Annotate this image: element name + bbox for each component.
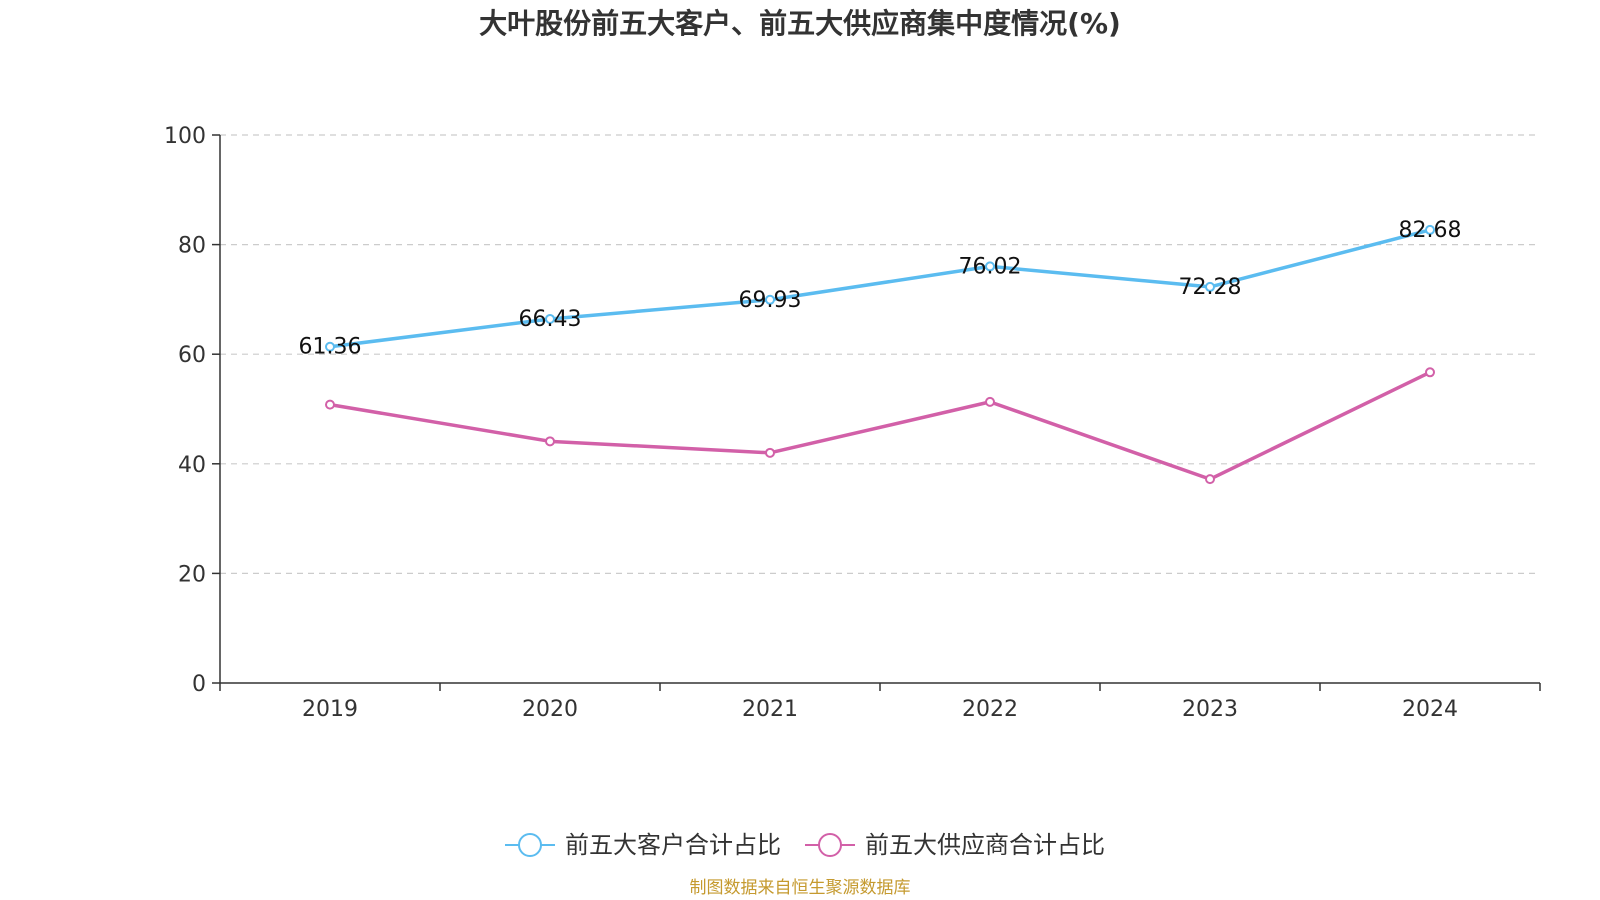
source-note: 制图数据来自恒生聚源数据库: [690, 878, 911, 898]
x-tick-label: 2022: [962, 697, 1018, 722]
series-line-2: [329, 370, 1431, 481]
data-point[interactable]: [1425, 367, 1435, 378]
legend-marker-icon: [818, 833, 842, 857]
data-point[interactable]: [765, 294, 775, 305]
legend-label: 前五大供应商合计占比: [865, 831, 1105, 859]
data-point[interactable]: [1205, 281, 1215, 292]
legend[interactable]: 前五大客户合计占比 前五大供应商合计占比: [505, 831, 1105, 859]
data-label: 72.28: [1179, 275, 1242, 300]
data-labels: 61.36 66.43 69.93 76.02 72.28 82.68: [299, 218, 1462, 360]
data-point[interactable]: [1425, 224, 1435, 235]
data-label: 69.93: [739, 288, 802, 313]
data-point[interactable]: [545, 436, 555, 447]
legend-item-2[interactable]: 前五大供应商合计占比: [805, 831, 1105, 859]
chart-title: 大叶股份前五大客户、前五大供应商集中度情况(%): [479, 7, 1121, 40]
series-lines: [325, 224, 1435, 485]
y-tick-label: 0: [192, 672, 206, 697]
axes: 0 20 40 60 80 100 2019 2020 2021 2022 2023 2024: [164, 124, 1541, 722]
x-tick-label: 2020: [522, 697, 578, 722]
x-tick-label: 2023: [1182, 697, 1238, 722]
series-line-1: [329, 228, 1431, 349]
data-point[interactable]: [545, 313, 555, 324]
data-label: 82.68: [1399, 218, 1462, 243]
legend-item-1[interactable]: 前五大客户合计占比: [505, 831, 781, 859]
data-point[interactable]: [765, 447, 775, 458]
data-label: 76.02: [959, 254, 1022, 279]
y-tick-label: 40: [178, 453, 206, 478]
x-tick-label: 2019: [302, 697, 358, 722]
grid-lines: [220, 134, 1540, 575]
y-tick-label: 80: [178, 234, 206, 259]
legend-label: 前五大客户合计占比: [565, 831, 781, 859]
y-tick-label: 20: [178, 562, 206, 587]
y-tick-label: 60: [178, 343, 206, 368]
x-tick-label: 2021: [742, 697, 798, 722]
data-point[interactable]: [1205, 474, 1215, 485]
y-tick-label: 100: [164, 124, 206, 149]
data-point[interactable]: [325, 399, 335, 410]
data-label: 66.43: [519, 307, 582, 332]
data-point[interactable]: [985, 261, 995, 272]
data-point[interactable]: [985, 396, 995, 407]
data-label: 61.36: [299, 335, 362, 360]
legend-marker-icon: [518, 833, 542, 857]
x-tick-label: 2024: [1402, 697, 1458, 722]
data-point[interactable]: [325, 341, 335, 352]
